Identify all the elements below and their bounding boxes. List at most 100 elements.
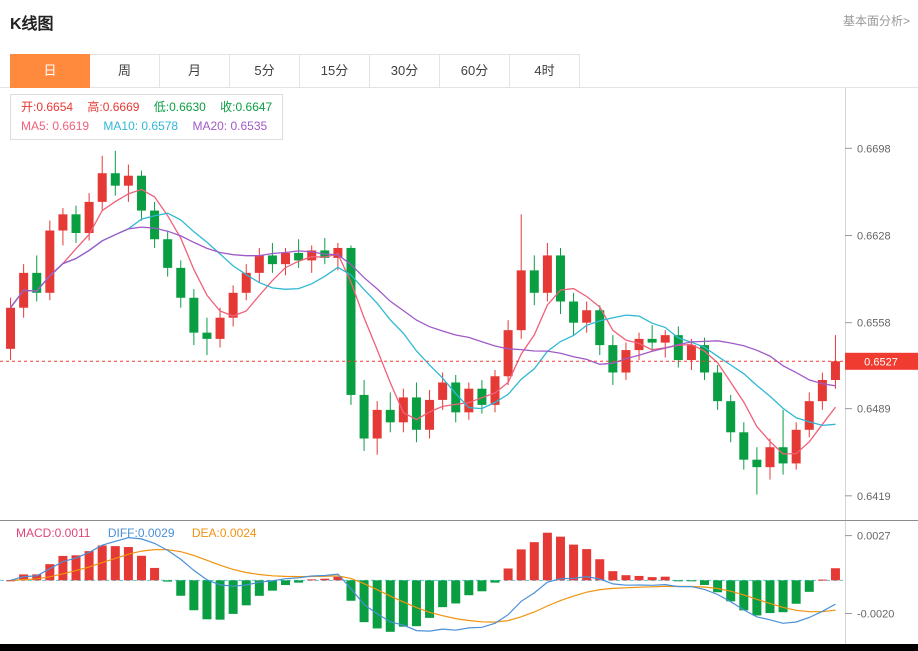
period-tab-8[interactable]: 4时: [510, 54, 580, 88]
macd-bar: [451, 580, 461, 604]
macd-bar: [254, 580, 264, 596]
period-tab-2[interactable]: 周: [90, 54, 160, 88]
macd-bar: [791, 580, 801, 604]
ma-row: MA5: 0.6619 MA10: 0.6578 MA20: 0.6535: [21, 117, 272, 136]
y-axis-label: 0.6698: [857, 143, 891, 155]
macd-bar: [595, 559, 605, 581]
fundamental-analysis-link[interactable]: 基本面分析>: [842, 14, 910, 28]
ma20-value: MA20: 0.6535: [192, 119, 268, 133]
macd-bar: [84, 551, 94, 581]
period-tab-5[interactable]: 15分: [300, 54, 370, 88]
candle-body: [150, 210, 160, 240]
candle-body: [608, 345, 618, 373]
macd-bar: [241, 580, 251, 606]
macd-bar: [215, 580, 225, 620]
candle-body: [202, 332, 212, 339]
period-tab-bar: 日周月 5分 15分 30分 60分 4时: [0, 54, 918, 88]
candle-body: [765, 447, 775, 468]
macd-bar: [516, 549, 526, 581]
candle-body: [6, 307, 16, 349]
high-value: 高:0.6669: [87, 100, 140, 114]
macd-bar: [32, 574, 42, 581]
macd-chart-wrap: 0.0027 -0.0020 MACD:0.0011 DIFF:0.0029 DE…: [0, 520, 918, 644]
macd-bar: [608, 571, 618, 581]
candle-body: [372, 409, 382, 439]
candle-body: [333, 247, 343, 258]
candle-body: [503, 330, 513, 377]
candle-body: [555, 255, 565, 302]
macd-bar: [555, 536, 565, 581]
macd-axis-label: -0.0020: [857, 608, 894, 620]
close-value: 收:0.6647: [220, 100, 273, 114]
macd-bar: [45, 564, 55, 581]
ma5-value: MA5: 0.6619: [21, 119, 90, 133]
y-axis-label: 0.6419: [857, 491, 891, 503]
bottom-bar: [0, 644, 918, 651]
y-axis-label: 0.6628: [857, 230, 891, 242]
macd-bar: [333, 576, 343, 581]
macd-value: MACD:0.0011: [16, 526, 91, 540]
period-tab-7[interactable]: 60分: [440, 54, 510, 88]
macd-bar: [438, 580, 448, 608]
macd-bar: [542, 532, 552, 581]
macd-chart[interactable]: 0.0027 -0.0020: [0, 521, 918, 644]
candle-body: [176, 267, 186, 298]
main-chart-wrap: 0.6698 0.6628 0.6558 0.6489 0.6419 0.6527 开:0…: [0, 88, 918, 520]
macd-bar: [202, 580, 212, 620]
candle-body: [123, 175, 133, 186]
macd-bar: [477, 580, 487, 592]
macd-bar: [346, 580, 356, 601]
macd-bar: [673, 580, 683, 582]
candle-body: [582, 310, 592, 323]
candle-body: [97, 173, 107, 202]
candle-body: [359, 394, 369, 439]
ma10-line: [9, 212, 836, 427]
candle-body: [346, 247, 356, 395]
candlestick-chart[interactable]: 0.6698 0.6628 0.6558 0.6489 0.6419 0.6527: [0, 88, 918, 520]
ma5-line: [9, 188, 837, 455]
candle-body: [281, 252, 291, 265]
macd-bar: [490, 580, 500, 583]
period-tab-1[interactable]: 日: [10, 54, 90, 88]
macd-bar: [503, 568, 513, 581]
candle-body: [713, 372, 723, 402]
candle-body: [438, 382, 448, 400]
candle-body: [542, 255, 552, 293]
candle-body: [752, 459, 762, 468]
macd-bar: [150, 567, 160, 581]
candle-body: [477, 388, 487, 405]
ma20-line: [9, 226, 836, 387]
y-axis-label: 0.6489: [857, 404, 891, 416]
macd-bar: [19, 574, 29, 581]
candle-body: [385, 409, 395, 423]
macd-bar: [281, 580, 291, 586]
macd-bar: [267, 580, 277, 591]
candle-body: [529, 270, 539, 293]
candle-body: [189, 297, 199, 333]
macd-bar: [647, 577, 657, 581]
candle-body: [778, 447, 788, 464]
macd-bar: [425, 580, 435, 618]
macd-bar: [320, 578, 330, 581]
diff-line: [10, 536, 836, 632]
period-tab-3[interactable]: 月: [160, 54, 230, 88]
candle-body: [830, 361, 840, 380]
candle-body: [804, 401, 814, 430]
candle-body: [726, 401, 736, 433]
candle-body: [634, 338, 644, 351]
period-tab-4[interactable]: 5分: [230, 54, 300, 88]
macd-axis-label: 0.0027: [857, 531, 891, 543]
candle-body: [490, 376, 500, 405]
macd-bar: [700, 580, 710, 585]
macd-bar: [686, 580, 696, 582]
macd-bar: [58, 555, 68, 581]
candle-body: [241, 272, 251, 293]
macd-bar: [752, 580, 762, 616]
macd-bar: [830, 568, 840, 581]
candle-body: [254, 255, 264, 273]
period-tab-6[interactable]: 30分: [370, 54, 440, 88]
macd-bar: [398, 580, 408, 627]
macd-bar: [110, 546, 120, 581]
candle-body: [700, 345, 710, 373]
ohlc-legend: 开:0.6654 高:0.6669 低:0.6630 收:0.6647 MA5:…: [10, 94, 284, 140]
